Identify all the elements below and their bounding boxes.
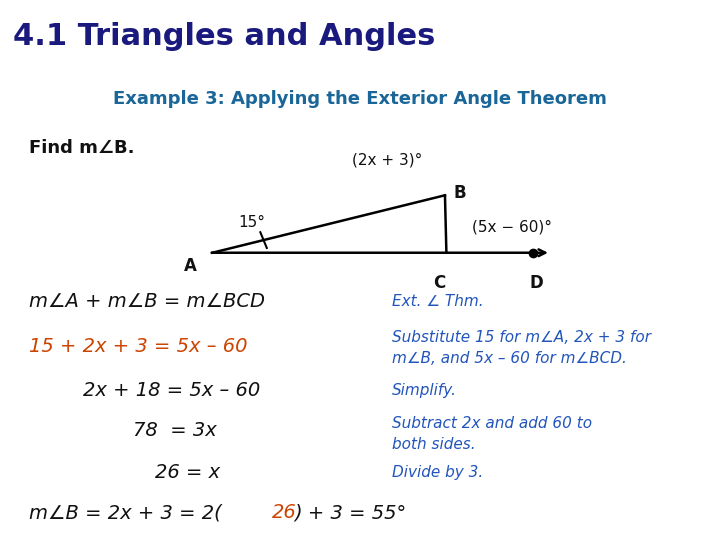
Text: D: D — [529, 274, 544, 292]
Text: Find m∠B.: Find m∠B. — [29, 139, 135, 157]
Text: m∠B = 2x + 3 = 2(: m∠B = 2x + 3 = 2( — [29, 503, 222, 522]
Text: Divide by 3.: Divide by 3. — [392, 465, 484, 480]
Text: 26: 26 — [272, 503, 297, 522]
Text: Substitute 15 for m∠A, 2x + 3 for
m∠B, and 5x – 60 for m∠BCD.: Substitute 15 for m∠A, 2x + 3 for m∠B, a… — [392, 330, 652, 366]
Text: (2x + 3)°: (2x + 3)° — [352, 153, 423, 168]
Text: C: C — [433, 274, 446, 292]
Text: 15°: 15° — [238, 215, 266, 230]
Text: 2x + 18 = 5x – 60: 2x + 18 = 5x – 60 — [83, 381, 260, 400]
Text: ) + 3 = 55°: ) + 3 = 55° — [294, 503, 406, 522]
Text: 26 = x: 26 = x — [155, 463, 220, 482]
Text: Example 3: Applying the Exterior Angle Theorem: Example 3: Applying the Exterior Angle T… — [113, 90, 607, 107]
Text: 78  = 3x: 78 = 3x — [133, 421, 217, 440]
Text: A: A — [184, 258, 197, 275]
Text: Subtract 2x and add 60 to
both sides.: Subtract 2x and add 60 to both sides. — [392, 416, 593, 452]
Text: Simplify.: Simplify. — [392, 383, 457, 398]
Text: 4.1 Triangles and Angles: 4.1 Triangles and Angles — [13, 22, 436, 51]
Text: (5x − 60)°: (5x − 60)° — [472, 220, 552, 234]
Text: m∠A + m∠B = m∠BCD: m∠A + m∠B = m∠BCD — [29, 292, 265, 311]
Text: B: B — [454, 184, 467, 202]
Text: Ext. ∠ Thm.: Ext. ∠ Thm. — [392, 294, 484, 309]
Text: 15 + 2x + 3 = 5x – 60: 15 + 2x + 3 = 5x – 60 — [29, 336, 247, 356]
